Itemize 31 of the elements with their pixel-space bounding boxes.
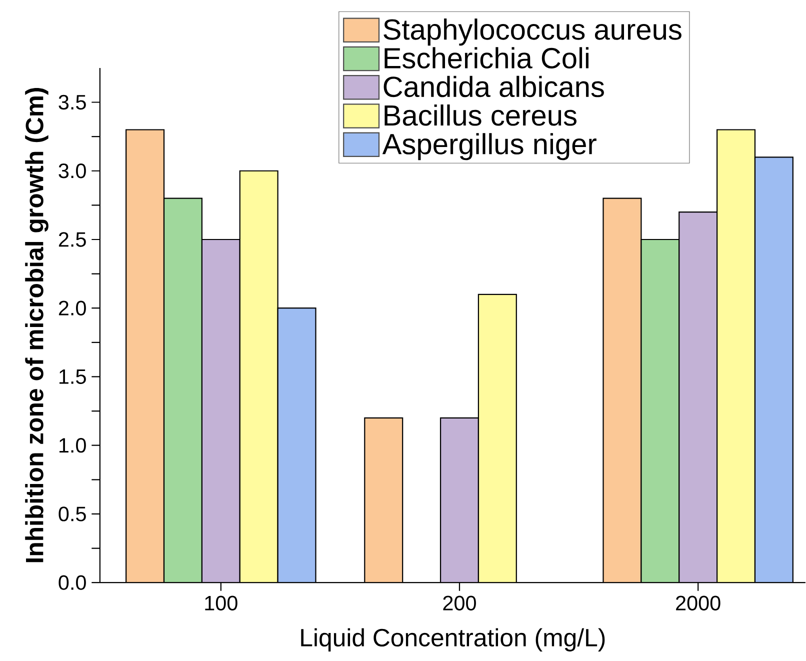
- bar: [278, 308, 316, 583]
- x-tick-label: 100: [205, 596, 238, 611]
- y-tick-label: 2.5: [58, 232, 86, 248]
- y-tick-label: 3.0: [58, 164, 86, 178]
- bar: [202, 240, 240, 583]
- legend-label: Escherichia Coli: [384, 47, 588, 69]
- bar: [126, 130, 164, 583]
- bar: [478, 294, 516, 583]
- x-tick-label: 2000: [676, 596, 720, 611]
- bar: [716, 129, 756, 583]
- x-tick-label: 200: [443, 596, 476, 611]
- x-axis-title: Liquid Concentration (mg/L): [301, 628, 605, 652]
- bar: [364, 418, 403, 583]
- bar: [602, 198, 642, 583]
- y-tick-label: 0.0: [58, 575, 86, 590]
- bar: [678, 212, 718, 583]
- bar: [640, 239, 680, 583]
- legend-label: Candida albicans: [384, 76, 604, 98]
- y-tick-label: 0.5: [58, 506, 86, 522]
- legend-label: Aspergillus niger: [382, 133, 596, 160]
- bar: [164, 198, 202, 583]
- y-tick-label: 2.0: [58, 301, 86, 316]
- y-tick-label: 3.5: [58, 95, 86, 110]
- bar: [754, 156, 794, 583]
- bar: [240, 171, 278, 583]
- y-tick-label: 1.0: [60, 438, 86, 453]
- y-tick-label: 1.5: [60, 370, 86, 384]
- legend-label: Bacillus cereus: [384, 104, 576, 126]
- bar: [440, 418, 478, 583]
- legend-label: Staphylococcus aureus: [384, 18, 682, 46]
- y-axis-title: Inhibition zone of microbial growth (Cm): [25, 88, 48, 562]
